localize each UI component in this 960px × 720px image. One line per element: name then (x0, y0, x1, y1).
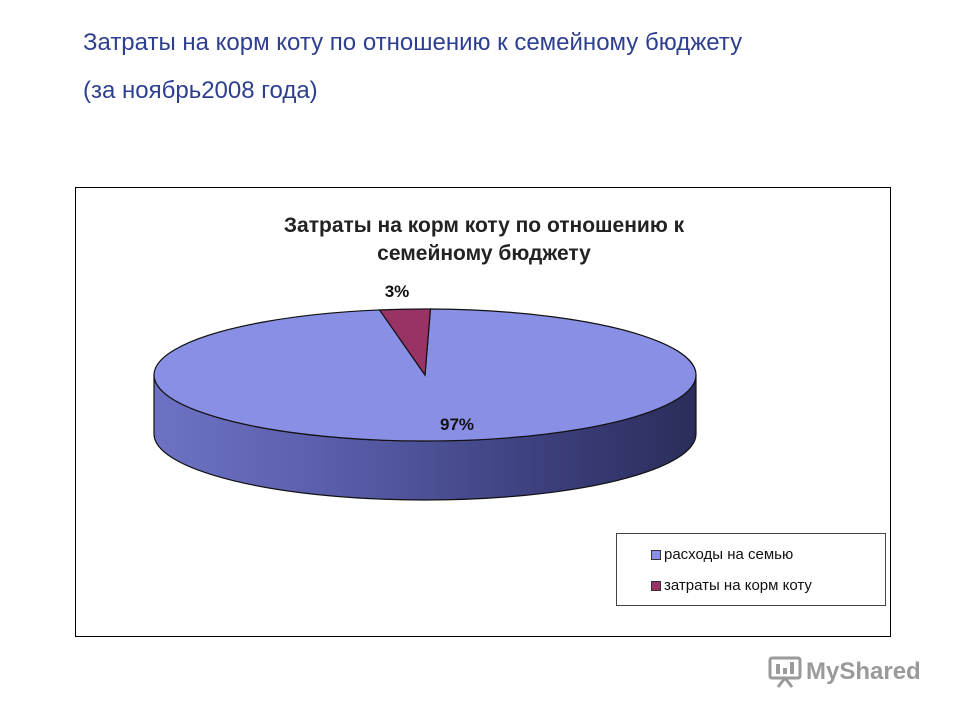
pie-slice-cat-food (378, 308, 432, 377)
presentation-screen-icon (768, 656, 802, 688)
legend-swatch-family (651, 549, 661, 560)
chart-title: Затраты на корм коту по отношению к семе… (76, 212, 892, 268)
logo-text: MyShared (806, 658, 921, 685)
legend-label-cat-food: затраты на корм коту (664, 577, 812, 594)
legend-swatch-cat-food (651, 580, 661, 591)
chart-frame: Затраты на корм коту по отношению к семе… (75, 187, 891, 637)
legend-item-family: расходы на семью (651, 546, 793, 563)
chart-title-line-2: семейному бюджету (377, 242, 591, 265)
chart-legend: расходы на семью затраты на корм коту (616, 533, 886, 606)
pie-chart: 97% 3% (153, 282, 697, 501)
slide-subtitle: (за ноябрь2008 года) (83, 77, 318, 104)
legend-item-cat-food: затраты на корм коту (651, 577, 812, 594)
legend-label-family: расходы на семью (664, 546, 794, 563)
myshared-logo: MyShared (768, 656, 921, 688)
slide-title: Затраты на корм коту по отношению к семе… (83, 29, 743, 56)
slice-label-cat-food: 3% (385, 282, 410, 301)
slice-label-family: 97% (440, 415, 474, 434)
chart-title-line-1: Затраты на корм коту по отношению к (283, 214, 685, 237)
